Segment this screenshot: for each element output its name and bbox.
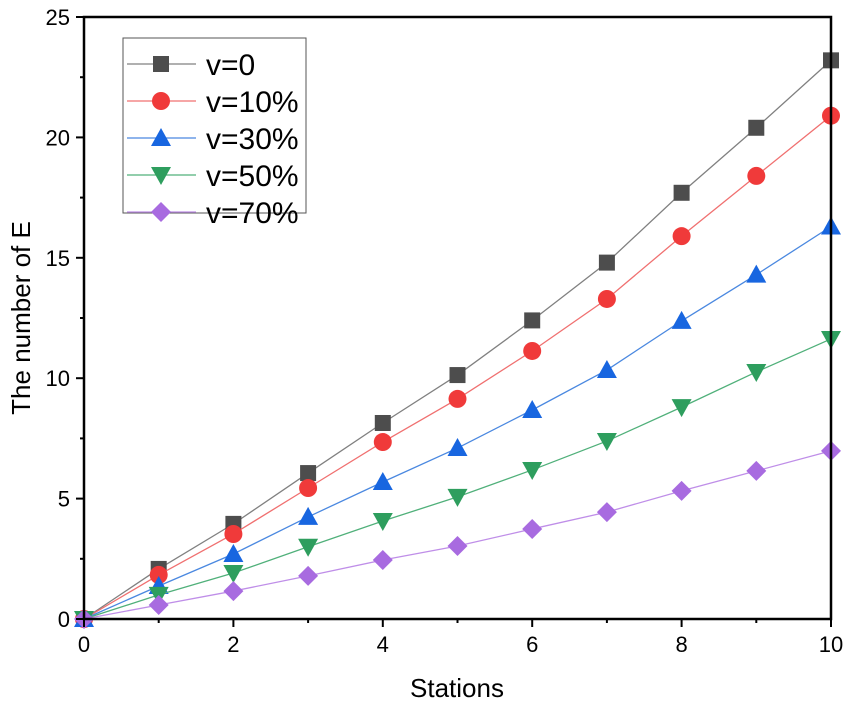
data-point xyxy=(298,538,319,557)
data-point xyxy=(447,438,468,457)
data-point xyxy=(522,461,543,480)
data-point xyxy=(673,184,690,201)
data-point xyxy=(372,471,393,490)
data-point xyxy=(449,367,466,384)
data-point xyxy=(298,506,319,525)
series-line xyxy=(83,450,832,620)
x-tick-label: 6 xyxy=(526,632,538,657)
data-point xyxy=(747,166,766,185)
series-2 xyxy=(74,216,841,627)
legend-label: v=0 xyxy=(206,49,255,82)
x-tick-label: 2 xyxy=(227,632,239,657)
data-point xyxy=(598,254,615,271)
data-point xyxy=(746,363,767,382)
legend-marker xyxy=(153,56,169,72)
data-point xyxy=(149,565,168,584)
data-point xyxy=(596,502,617,523)
legend-marker xyxy=(151,202,171,222)
data-point xyxy=(300,465,317,482)
x-axis-label: Stations xyxy=(410,673,504,703)
data-point xyxy=(299,479,318,498)
data-point xyxy=(374,414,391,431)
data-point xyxy=(522,518,543,539)
data-point xyxy=(597,289,616,308)
data-point xyxy=(298,565,319,586)
data-point xyxy=(596,433,617,452)
x-tick-label: 4 xyxy=(377,632,389,657)
data-point xyxy=(447,536,468,557)
data-point xyxy=(224,524,243,543)
data-point xyxy=(524,312,541,329)
data-point xyxy=(671,399,692,418)
data-point xyxy=(447,488,468,507)
series-4 xyxy=(74,440,841,629)
data-point xyxy=(223,565,244,584)
data-point xyxy=(746,264,767,283)
data-point xyxy=(522,399,543,418)
x-tick-label: 8 xyxy=(675,632,687,657)
data-point xyxy=(448,389,467,408)
y-tick-label: 5 xyxy=(58,487,70,512)
data-point xyxy=(523,341,542,360)
legend-marker xyxy=(152,92,170,110)
y-tick-label: 10 xyxy=(46,366,70,391)
y-tick-label: 25 xyxy=(46,5,70,30)
data-point xyxy=(148,595,169,616)
data-point xyxy=(672,227,691,246)
data-point xyxy=(223,581,244,602)
legend-item: v=50% xyxy=(127,160,299,193)
data-point xyxy=(746,460,767,481)
y-tick-label: 0 xyxy=(58,607,70,632)
legend-item: v=30% xyxy=(127,123,299,156)
data-point xyxy=(372,512,393,531)
legend: v=0 v=10% v=30% v=50% v=70% xyxy=(122,37,307,230)
data-point xyxy=(671,480,692,501)
series-3 xyxy=(74,330,841,629)
data-point xyxy=(373,433,392,452)
legend-item: v=70% xyxy=(127,197,299,230)
legend-label: v=70% xyxy=(206,197,299,230)
legend-label: v=30% xyxy=(206,123,299,156)
legend-marker xyxy=(151,128,171,146)
legend-label: v=10% xyxy=(206,86,299,119)
legend-item: v=10% xyxy=(127,86,299,119)
data-point xyxy=(748,119,765,136)
legend-box xyxy=(122,37,307,214)
y-tick-label: 15 xyxy=(46,246,70,271)
legend-marker xyxy=(151,167,171,185)
data-point xyxy=(372,550,393,571)
y-tick-label: 20 xyxy=(46,125,70,150)
series-line xyxy=(83,225,832,620)
data-point xyxy=(596,360,617,379)
x-tick-label: 10 xyxy=(819,632,843,657)
x-tick-label: 0 xyxy=(78,632,90,657)
legend-item: v=0 xyxy=(127,49,255,82)
y-axis-label: The number of E xyxy=(6,221,36,415)
legend-label: v=50% xyxy=(206,160,299,193)
data-point xyxy=(671,310,692,329)
series-0 xyxy=(76,52,839,627)
data-point xyxy=(223,543,244,562)
